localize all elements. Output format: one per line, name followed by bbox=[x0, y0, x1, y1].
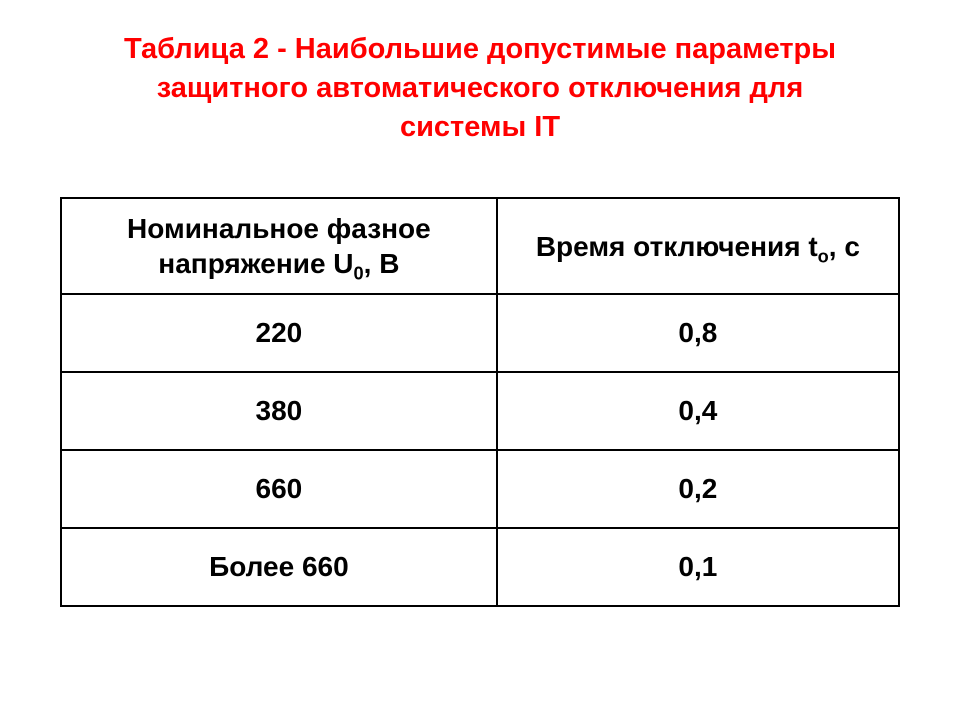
header-time-suffix: , с bbox=[829, 231, 860, 262]
table-row: 380 0,4 bbox=[61, 372, 899, 450]
cell-voltage: 660 bbox=[61, 450, 497, 528]
table-row: Более 660 0,1 bbox=[61, 528, 899, 606]
header-time: Время отключения tо, с bbox=[497, 198, 899, 294]
cell-voltage: 220 bbox=[61, 294, 497, 372]
header-voltage: Номинальное фазное напряжение U0, В bbox=[61, 198, 497, 294]
header-voltage-sub: 0 bbox=[354, 264, 364, 284]
cell-time: 0,4 bbox=[497, 372, 899, 450]
cell-voltage: 380 bbox=[61, 372, 497, 450]
cell-voltage: Более 660 bbox=[61, 528, 497, 606]
cell-time: 0,8 bbox=[497, 294, 899, 372]
parameters-table: Номинальное фазное напряжение U0, В Врем… bbox=[60, 197, 900, 607]
page-title: Таблица 2 - Наибольшие допустимые параме… bbox=[60, 30, 900, 147]
header-time-prefix: Время отключения t bbox=[536, 231, 818, 262]
cell-time: 0,2 bbox=[497, 450, 899, 528]
header-time-sub: о bbox=[818, 247, 829, 267]
header-voltage-suffix: , В bbox=[364, 248, 400, 279]
table-row: 660 0,2 bbox=[61, 450, 899, 528]
table-header-row: Номинальное фазное напряжение U0, В Врем… bbox=[61, 198, 899, 294]
table-row: 220 0,8 bbox=[61, 294, 899, 372]
cell-time: 0,1 bbox=[497, 528, 899, 606]
